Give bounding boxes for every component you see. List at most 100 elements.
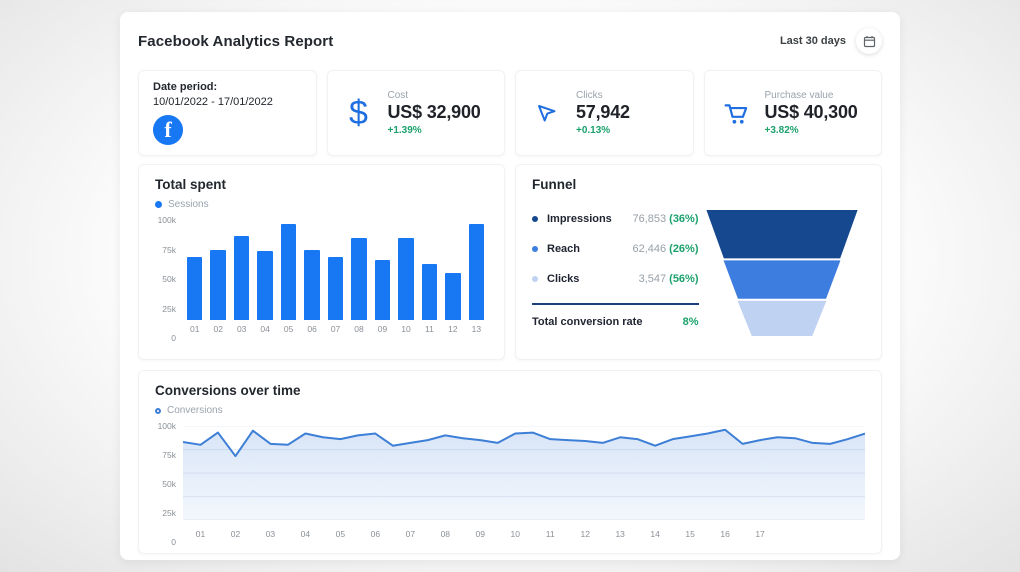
bar-x-label: 05 [283, 324, 294, 334]
total-conversion-label: Total conversion rate [532, 316, 643, 328]
bar-column: 13 [465, 220, 488, 338]
cursor-icon [530, 101, 564, 125]
bar-column: 12 [441, 220, 464, 338]
funnel-row-reach: Reach 62,446 (26%) [532, 234, 699, 264]
bar [468, 224, 485, 320]
bar-x-label: 01 [190, 324, 200, 334]
funnel-row-label: Clicks [547, 273, 580, 285]
bar [445, 273, 461, 320]
bar-column: 04 [253, 220, 276, 338]
bar-x-label: 07 [330, 324, 341, 334]
bar-x-label: 13 [471, 324, 482, 334]
bar [351, 238, 367, 320]
bar [186, 257, 203, 320]
funnel-title: Funnel [532, 177, 577, 192]
bar [233, 236, 250, 320]
dollar-icon: $ [349, 94, 368, 132]
line-x-label: 15 [685, 529, 695, 539]
date-period-value: 10/01/2022 - 17/01/2022 [153, 96, 273, 108]
total-spent-card: Total spent Sessions 100k 75k 50k 25k 0 01 02… [138, 164, 505, 360]
bar-x-label: 02 [213, 324, 223, 334]
bar-x-label: 06 [307, 324, 317, 334]
line-x-label: 13 [615, 529, 625, 539]
line-chart-x-axis: 01 02 03 04 05 06 07 08 09 10 11 12 13 14 15 16 17 [183, 526, 865, 542]
sessions-legend-dot-icon [155, 201, 162, 208]
line-x-label: 02 [230, 529, 241, 539]
conversions-legend-label: Conversions [167, 405, 223, 416]
clicks-dot-icon [532, 276, 538, 282]
line-x-label: 08 [440, 529, 451, 539]
line-x-label: 05 [335, 529, 346, 539]
bar-x-label: 08 [354, 324, 364, 334]
bar-column: 07 [324, 220, 347, 338]
bar-column: 03 [230, 220, 253, 338]
conversions-legend-ring-icon [155, 407, 161, 414]
metric-label: Purchase value [764, 90, 834, 101]
metric-value: US$ 32,900 [387, 102, 481, 122]
y-tick-label: 50k [162, 274, 176, 284]
cart-icon [719, 101, 753, 125]
calendar-icon [863, 35, 875, 47]
bar [398, 238, 414, 320]
line-x-label: 06 [370, 529, 381, 539]
bar-x-label: 10 [401, 324, 411, 334]
line-chart-title: Conversions over time [155, 383, 301, 398]
reach-dot-icon [532, 246, 538, 252]
y-tick-label: 100k [157, 215, 176, 225]
date-range-control: Last 30 days [780, 28, 882, 54]
line-x-label: 04 [300, 529, 311, 539]
date-period-label: Date period: [153, 81, 218, 93]
line-x-label: 16 [720, 529, 730, 539]
bar-x-label: 11 [425, 324, 434, 334]
calendar-button[interactable] [856, 28, 882, 54]
metric-delta: +0.13% [576, 125, 611, 136]
line-x-label: 14 [650, 529, 660, 539]
total-conversion-value: 8% [682, 316, 699, 328]
bar-column: 08 [347, 220, 370, 338]
bar-column: 10 [394, 220, 417, 338]
kpi-row: Date period: 10/01/2022 - 17/01/2022 f $… [138, 70, 882, 156]
y-tick-label: 75k [162, 244, 176, 255]
bar [374, 260, 391, 320]
bar-x-label: 04 [260, 324, 270, 334]
line-x-label: 09 [475, 529, 486, 539]
funnel-list: Impressions 76,853 (36%) Reach 62,446 (2… [532, 204, 699, 336]
funnel-row-percent: (56%) [669, 273, 699, 285]
metric-delta: +3.82% [764, 125, 799, 136]
y-tick-label: 50k [162, 479, 176, 489]
line-x-label: 12 [580, 529, 590, 539]
line-x-label: 17 [755, 529, 765, 539]
clicks-card: Clicks 57,942 +0.13% [515, 70, 694, 156]
report-panel: Facebook Analytics Report Last 30 days D… [120, 12, 900, 560]
funnel-row-percent: (36%) [669, 213, 699, 225]
line-x-label: 10 [510, 529, 520, 539]
funnel-row-impressions: Impressions 76,853 (36%) [532, 204, 699, 234]
y-tick-label: 0 [171, 537, 176, 547]
y-tick-label: 100k [157, 421, 176, 431]
facebook-logo-icon: f [153, 115, 183, 145]
line-chart-plot [183, 426, 865, 520]
sessions-legend-label: Sessions [168, 199, 209, 210]
funnel-row-value: 3,547 [638, 273, 667, 285]
funnel-row-percent: (26%) [669, 243, 699, 255]
y-tick-label: 25k [162, 303, 176, 314]
total-conversion-row: Total conversion rate 8% [532, 316, 699, 328]
y-tick-label: 25k [162, 508, 176, 518]
purchase-value-card: Purchase value US$ 40,300 +3.82% [703, 70, 882, 156]
date-range-label[interactable]: Last 30 days [779, 35, 846, 47]
line-chart-legend: Conversions [155, 405, 865, 416]
metric-label: Cost [387, 90, 409, 101]
bar [421, 264, 438, 320]
funnel-row-value: 76,853 [632, 213, 667, 225]
bar-chart-y-axis: 100k 75k 50k 25k 0 [155, 215, 183, 343]
y-tick-label: 75k [162, 450, 176, 460]
funnel-row-clicks: Clicks 3,547 (56%) [532, 264, 699, 294]
page-title: Facebook Analytics Report [138, 32, 334, 50]
metric-value: 57,942 [576, 102, 630, 122]
bar-chart-legend: Sessions [155, 199, 488, 210]
bar [210, 250, 226, 320]
funnel-row-value: 62,446 [632, 243, 667, 255]
bar-column: 02 [206, 220, 229, 338]
conversions-line [183, 426, 865, 520]
metric-label: Clicks [576, 90, 603, 101]
